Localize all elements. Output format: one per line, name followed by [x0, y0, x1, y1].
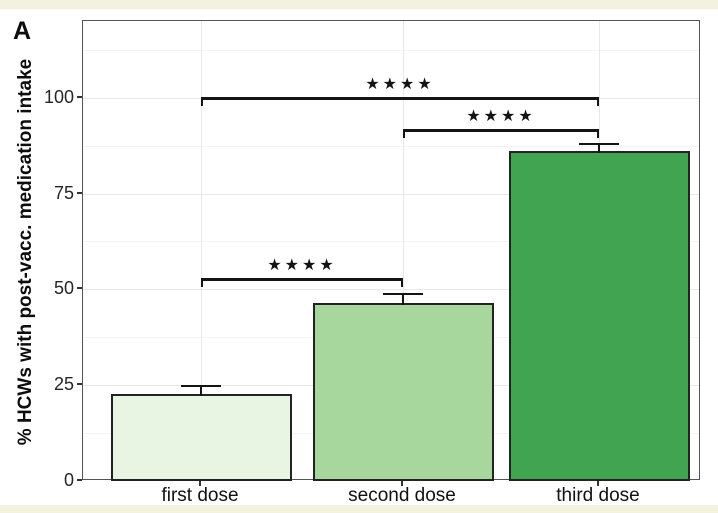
error-bar-whisker-third-dose: [598, 143, 600, 153]
gridline-major-vertical: [403, 21, 404, 479]
error-bar-whisker-first-dose: [200, 385, 202, 396]
gridline-minor-horizontal: [83, 241, 699, 243]
panel-label: A: [13, 17, 32, 45]
y-axis-tick-label: 100: [43, 86, 74, 107]
x-axis-tick: [401, 481, 403, 486]
error-bar-whisker-second-dose: [402, 293, 404, 306]
x-axis-tick: [597, 481, 599, 486]
y-axis-tick: [77, 95, 82, 98]
bar-first-dose: [110, 393, 292, 481]
outer-frame-bottom: [0, 505, 718, 513]
gridline-major-horizontal: [83, 289, 699, 291]
significance-stars-3: ★★★★: [365, 75, 435, 93]
y-axis-tick: [77, 191, 82, 194]
significance-stars-2: ★★★★: [466, 108, 536, 126]
y-axis-tick-label: 50: [53, 278, 74, 299]
error-bar-cap-third-dose: [579, 142, 619, 145]
error-bar-cap-second-dose: [383, 292, 423, 295]
plot-panel: ★★★★ ★★★★ ★★★★: [82, 20, 700, 481]
significance-bracket-3: [201, 96, 599, 106]
gridline-minor-horizontal: [83, 49, 699, 51]
x-category-label-first-dose: first dose: [161, 485, 239, 506]
y-axis-tick-label: 25: [53, 374, 74, 395]
significance-bracket-2: [403, 129, 599, 139]
x-axis-tick: [199, 481, 201, 486]
significance-bracket-1: [201, 277, 403, 287]
y-axis-tick-label: 0: [63, 470, 74, 490]
x-category-label-second-dose: second dose: [348, 485, 456, 506]
bar-third-dose: [508, 150, 690, 481]
y-axis-tick: [77, 479, 82, 481]
gridline-major-vertical: [201, 21, 202, 479]
y-axis-tick: [77, 383, 82, 386]
gridline-minor-horizontal: [83, 145, 699, 147]
y-axis-tick: [77, 287, 82, 290]
bar-second-dose: [312, 303, 494, 481]
x-category-label-third-dose: third dose: [556, 485, 640, 506]
significance-stars-1: ★★★★: [267, 256, 337, 274]
y-axis-tick-label: 75: [53, 182, 74, 203]
gridline-major-horizontal: [83, 193, 699, 195]
error-bar-cap-first-dose: [181, 384, 221, 387]
outer-frame-top: [0, 0, 718, 9]
